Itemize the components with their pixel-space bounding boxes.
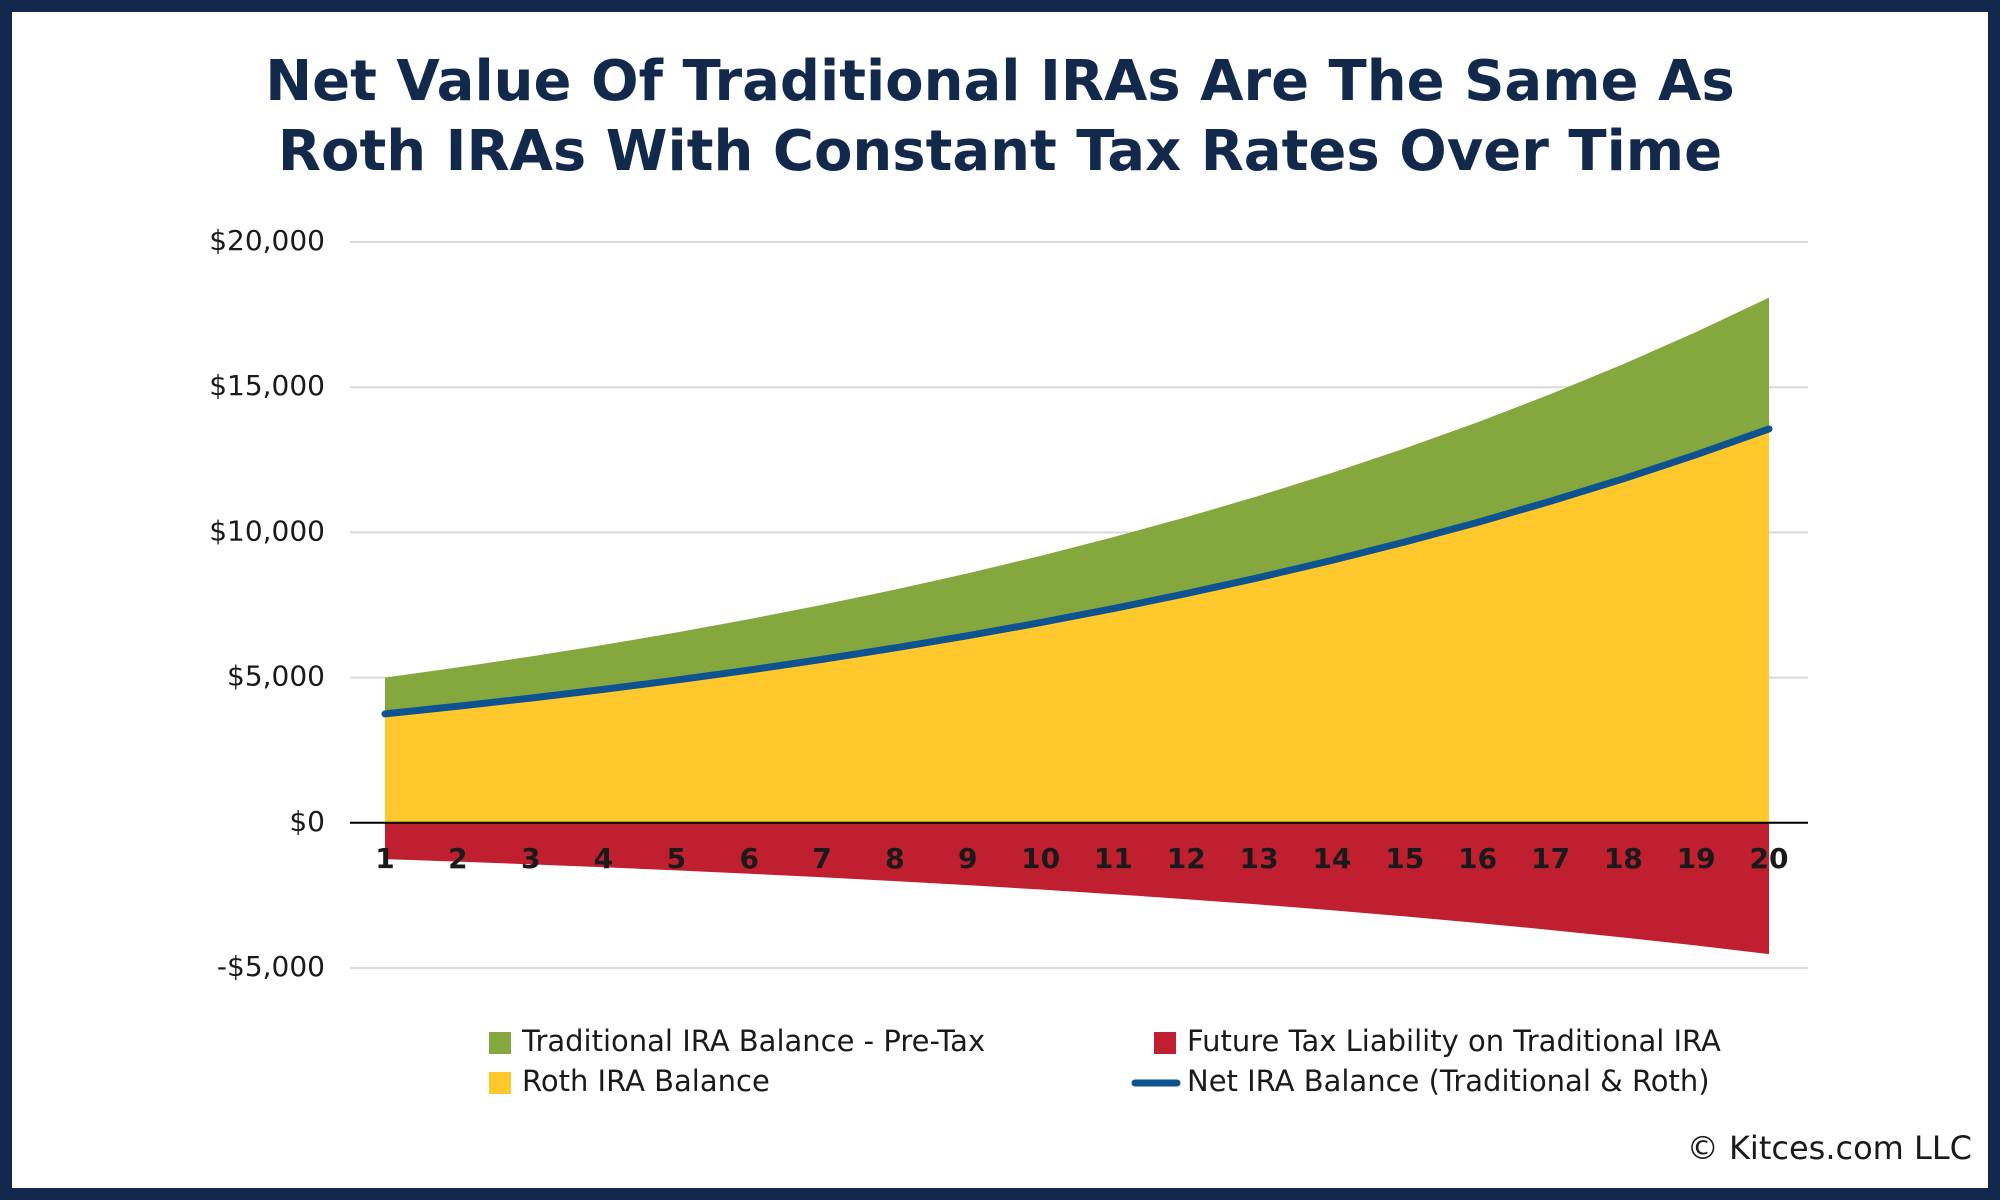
x-tick-label: 4 <box>594 842 613 875</box>
x-tick-label: 9 <box>958 842 977 875</box>
chart-title: Net Value Of Traditional IRAs Are The Sa… <box>265 49 1734 114</box>
legend-label: Net IRA Balance (Traditional & Roth) <box>1187 1064 1710 1098</box>
x-tick-label: 12 <box>1167 842 1206 875</box>
x-tick-label: 8 <box>885 842 904 875</box>
y-tick-label: $15,000 <box>209 369 325 402</box>
x-tick-label: 2 <box>448 842 467 875</box>
legend-label: Traditional IRA Balance - Pre-Tax <box>521 1024 985 1058</box>
x-tick-label: 3 <box>521 842 540 875</box>
y-tick-label: $0 <box>289 805 325 838</box>
chart-title: Roth IRAs With Constant Tax Rates Over T… <box>278 119 1722 184</box>
y-tick-label: -$5,000 <box>217 950 325 983</box>
legend-label: Future Tax Liability on Traditional IRA <box>1187 1024 1721 1058</box>
x-tick-label: 13 <box>1240 842 1279 875</box>
area <box>385 822 1769 955</box>
x-tick-label: 14 <box>1312 842 1351 875</box>
y-tick-label: $10,000 <box>209 514 325 547</box>
x-tick-label: 5 <box>667 842 686 875</box>
line <box>381 425 1773 718</box>
x-tick-label: 1 <box>375 842 394 875</box>
x-tick-label: 18 <box>1604 842 1643 875</box>
x-tick-label: 19 <box>1677 842 1716 875</box>
x-tick-label: 11 <box>1094 842 1133 875</box>
area <box>385 428 1769 823</box>
x-tick-label: 15 <box>1385 842 1424 875</box>
y-tick-label: $20,000 <box>209 224 325 257</box>
x-tick-label: 20 <box>1750 842 1789 875</box>
x-tick-label: 6 <box>739 842 758 875</box>
source: © Kitces.com LLC <box>1687 1129 1972 1167</box>
legend-swatch <box>489 1072 511 1094</box>
x-tick-label: 10 <box>1021 842 1060 875</box>
x-tick-label: 7 <box>812 842 831 875</box>
y-tick-label: $5,000 <box>227 660 325 693</box>
x-tick-label: 17 <box>1531 842 1570 875</box>
legend-label: Roth IRA Balance <box>522 1064 770 1098</box>
legend-swatch <box>1154 1032 1176 1054</box>
x-tick-label: 16 <box>1458 842 1497 875</box>
legend-swatch <box>489 1032 511 1054</box>
